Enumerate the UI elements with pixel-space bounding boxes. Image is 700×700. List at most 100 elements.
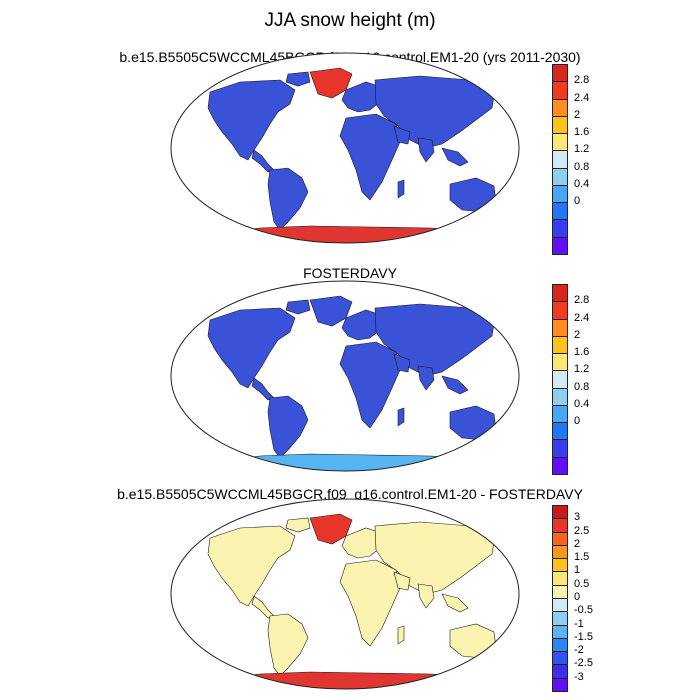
colorbar-label: 2.8 — [574, 294, 590, 307]
panel-1-map — [170, 52, 520, 244]
colorbar-swatch — [552, 115, 568, 135]
landmass-newZealand — [497, 207, 507, 221]
landmass-northAmerica — [207, 79, 296, 161]
colorbar-swatch — [552, 98, 568, 117]
landmass-greenland — [309, 513, 353, 545]
colorbar-swatch — [552, 404, 568, 424]
colorbar-swatch — [552, 571, 568, 586]
landmass-antarctica — [228, 671, 492, 689]
panel-1-colorbar: 2.8 2.4 2 1.6 1.2 0.8 0.4 0 — [552, 64, 589, 255]
colorbar-label: 1.5 — [574, 551, 590, 564]
colorbar-swatch — [552, 318, 568, 337]
colorbar-swatch — [552, 284, 568, 303]
landmass-madagascar — [397, 625, 405, 645]
colorbar-swatch — [552, 81, 568, 100]
landmass-southAmerica — [267, 167, 309, 231]
colorbar-swatch — [552, 611, 568, 626]
landmass-arabia — [393, 571, 411, 591]
landmass-africa — [339, 559, 401, 647]
landmass-newZealand — [497, 653, 507, 667]
colorbar-swatch — [552, 584, 568, 599]
landmass-northAmerica — [207, 525, 296, 607]
landmass-arctic-islands — [285, 517, 311, 533]
landmass-india — [417, 583, 435, 609]
colorbar-label: 1.2 — [574, 143, 590, 156]
figure-title: JJA snow height (m) — [264, 10, 436, 31]
landmass-africa — [339, 341, 401, 429]
colorbar-label: -2 — [574, 644, 584, 657]
map-border — [170, 498, 520, 690]
colorbar-swatch — [552, 133, 568, 152]
colorbar-label: 2.5 — [574, 524, 590, 537]
landmass-antarctica — [228, 225, 492, 243]
colorbar-swatch — [552, 370, 568, 389]
colorbar-swatch — [552, 664, 568, 679]
landmass-antarctica — [228, 453, 492, 471]
landmass-india — [417, 365, 435, 391]
landmass-arabia — [393, 125, 411, 145]
colorbar-swatch — [552, 677, 568, 692]
colorbar-swatch — [552, 184, 568, 204]
landmass-europe — [341, 527, 385, 559]
colorbar-swatch — [552, 598, 568, 613]
colorbar-label: 3 — [574, 511, 581, 524]
colorbar-swatch — [552, 518, 568, 533]
colorbar-label: 2.4 — [574, 311, 590, 324]
map-svg — [170, 52, 520, 244]
colorbar-swatch — [552, 624, 568, 639]
colorbar-label: 1.6 — [574, 126, 590, 139]
colorbar-swatch — [552, 301, 568, 320]
colorbar-label: 0 — [574, 415, 581, 428]
landmass-madagascar — [397, 179, 405, 199]
colorbar-label: 2.4 — [574, 91, 590, 104]
colorbar-swatch — [552, 167, 568, 186]
colorbar-label: 2.8 — [574, 74, 590, 87]
landmass-northAmerica — [207, 307, 296, 389]
colorbar-swatch — [552, 64, 568, 83]
landmass-arctic-islands — [285, 299, 311, 315]
map-svg — [170, 280, 520, 472]
landmass-southAmerica — [267, 395, 309, 459]
colorbar-label: -3 — [574, 670, 584, 683]
colorbar-label: 0 — [574, 195, 581, 208]
colorbar-swatch — [552, 236, 568, 255]
panel-2-map — [170, 280, 520, 472]
landmass-seAsia — [441, 593, 469, 613]
colorbar-label: -0.5 — [574, 604, 593, 617]
map-svg — [170, 498, 520, 690]
map-border — [170, 52, 520, 244]
colorbar-swatch — [552, 544, 568, 560]
colorbar-swatch — [552, 387, 568, 406]
colorbar-label: 2 — [574, 108, 581, 121]
colorbar-swatch — [552, 335, 568, 355]
colorbar-swatch — [552, 439, 568, 458]
panel-3-title: b.e15.B5505C5WCCML45BGCR.f09_g16.control… — [117, 486, 583, 502]
colorbar-label: 1 — [574, 564, 581, 577]
landmass-seAsia — [441, 375, 469, 395]
landmass-europe — [341, 81, 385, 113]
colorbar-swatch — [552, 219, 568, 238]
panel-3-map — [170, 498, 520, 690]
landmass-greenland — [309, 67, 353, 99]
colorbar-swatch — [552, 353, 568, 372]
colorbar-swatch — [552, 150, 568, 169]
landmass-africa — [339, 113, 401, 201]
landmass-greenland — [309, 295, 353, 327]
colorbar-swatch — [552, 558, 568, 573]
colorbar-label: -2.5 — [574, 657, 593, 670]
colorbar-swatch — [552, 531, 568, 546]
panel-2-colorbar: 2.8 2.4 2 1.6 1.2 0.8 0.4 0 — [552, 284, 589, 475]
colorbar-label: 1.2 — [574, 363, 590, 376]
landmass-arctic-islands — [285, 71, 311, 87]
landmass-newZealand — [497, 435, 507, 449]
colorbar-swatch — [552, 651, 568, 666]
colorbar-swatch — [552, 422, 568, 441]
landmass-europe — [341, 309, 385, 341]
colorbar-label: -1 — [574, 617, 584, 630]
colorbar-label: 2 — [574, 328, 581, 341]
map-border — [170, 280, 520, 472]
landmass-southAmerica — [267, 613, 309, 677]
colorbar-label: 0 — [574, 591, 581, 603]
colorbar-label: 0.8 — [574, 380, 590, 393]
colorbar-swatch — [552, 505, 568, 520]
